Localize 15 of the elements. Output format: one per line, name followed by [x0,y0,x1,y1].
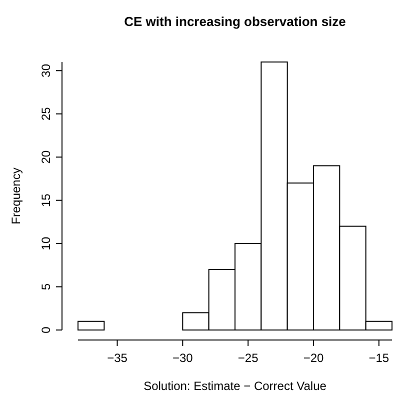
x-tick-label: −20 [303,351,324,365]
y-tick-label: 25 [39,106,53,121]
y-tick-label: 30 [39,64,53,78]
y-tick-label: 20 [39,150,53,164]
x-axis-title: Solution: Estimate − Correct Value [144,379,327,393]
x-tick-label: −30 [172,351,194,365]
y-tick-label: 0 [39,326,53,334]
y-axis-title: Frequency [9,168,23,224]
y-tick-label: 5 [39,283,53,290]
chart-title: CE with increasing observation size [124,14,346,29]
x-tick-label: −35 [107,351,128,365]
x-tick-label: −15 [368,351,390,365]
x-tick-label: −25 [238,351,259,365]
y-tick-label: 15 [39,193,53,207]
y-tick-label: 10 [39,236,53,250]
